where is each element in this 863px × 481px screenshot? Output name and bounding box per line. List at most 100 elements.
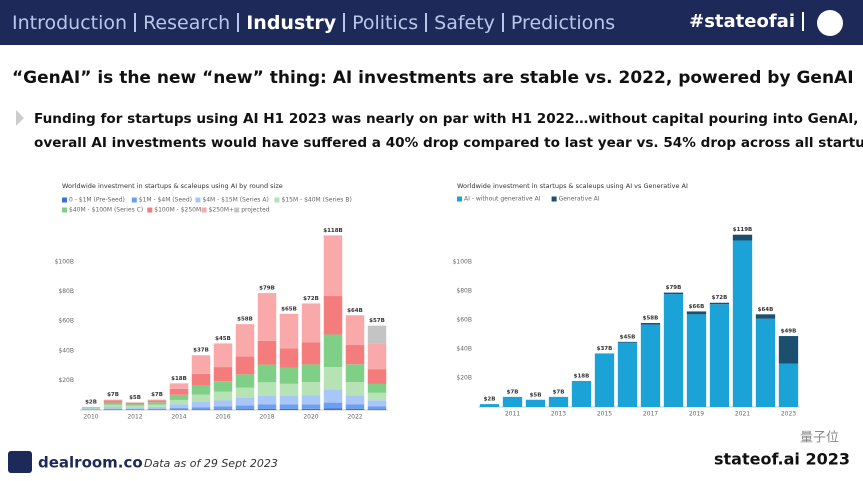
bar-segment: [323, 402, 343, 409]
bar-segment: [213, 406, 233, 410]
bar-segment: [617, 341, 638, 343]
total-label: $7B: [553, 389, 565, 395]
legend-label: $250M+: [209, 207, 234, 214]
separator: [134, 13, 137, 32]
bar-segment: [367, 400, 387, 407]
bar-segment: [367, 409, 387, 410]
nav-item[interactable]: Introduction: [12, 11, 128, 34]
bar-segment: [663, 292, 684, 295]
legend-label: 0 - $1M (Pre-Seed): [69, 197, 125, 204]
chart-title: Worldwide investment in startups & scale…: [457, 182, 688, 190]
bar-segment: [301, 342, 321, 365]
bar-segment: [279, 367, 299, 384]
bar-segment: [548, 396, 569, 407]
refresh-icon[interactable]: [817, 10, 843, 36]
bar-segment: [323, 367, 343, 390]
bar-segment: [301, 303, 321, 343]
bullet: [16, 110, 24, 126]
total-label: $7B: [107, 392, 119, 398]
bar-segment: [213, 367, 233, 382]
total-label: $37B: [193, 348, 209, 354]
legend-label: AI - without generative AI: [464, 196, 541, 203]
subtitle-line: Funding for startups using AI H1 2023 wa…: [34, 111, 858, 127]
bar-segment: [147, 406, 167, 409]
bar-segment: [125, 405, 145, 408]
bar-segment: [191, 355, 211, 374]
bar-segment: [479, 404, 500, 407]
total-label: $79B: [259, 286, 275, 292]
bar-segment: [709, 304, 730, 407]
bar-segment: [147, 404, 167, 407]
y-tick-label: $40B: [58, 347, 74, 354]
bar-segment: [367, 343, 387, 370]
bar-segment: [235, 356, 255, 375]
bar-segment: [169, 394, 189, 400]
subtitle-line: overall AI investments would have suffer…: [34, 135, 863, 151]
bar-segment: [235, 398, 255, 406]
total-label: $37B: [597, 346, 613, 352]
y-tick-label: $100B: [55, 259, 74, 266]
x-tick-label: 2012: [127, 414, 142, 421]
header: Introduction Research Industry Politics Safe…: [0, 0, 863, 45]
x-tick-label: 2013: [551, 411, 566, 418]
bar-segment: [191, 409, 211, 410]
bar-segment: [191, 394, 211, 403]
bar-segment: [257, 293, 277, 341]
legend-swatch: [147, 207, 153, 213]
bar-segment: [367, 406, 387, 410]
bar-segment: [755, 318, 776, 407]
x-tick-label: 2023: [781, 411, 796, 418]
x-tick-label: 2021: [735, 411, 750, 418]
bar-segment: [686, 314, 707, 407]
total-label: $5B: [129, 395, 141, 401]
bar-segment: [235, 374, 255, 388]
bar-segment: [323, 334, 343, 368]
bar-segment: [147, 400, 167, 403]
legend-swatch: [62, 207, 67, 213]
bar-segment: [323, 235, 343, 297]
bar-segment: [169, 388, 189, 395]
bar-segment: [617, 342, 638, 407]
total-label: $2B: [484, 397, 496, 403]
bar-segment: [125, 404, 145, 406]
x-tick-label: 2015: [597, 411, 612, 418]
nav-item[interactable]: Research: [143, 11, 231, 34]
nav-item[interactable]: Politics: [352, 11, 419, 34]
bar-segment: [640, 324, 661, 407]
bar-segment: [235, 409, 255, 410]
bar-segment: [778, 336, 799, 364]
total-label: $79B: [666, 285, 682, 291]
legend-label: $15M - $40M (Series B): [282, 197, 352, 204]
bar-segment: [279, 313, 299, 349]
bar-segment: [257, 364, 277, 383]
total-label: $18B: [171, 376, 187, 382]
bar-segment: [103, 402, 123, 405]
bar-segment: [778, 363, 799, 407]
bar-segment: [191, 407, 211, 410]
separator: [802, 12, 804, 31]
nav-item[interactable]: Safety: [434, 11, 495, 34]
total-label: $49B: [781, 329, 797, 335]
separator: [501, 13, 504, 32]
x-tick-label: 2020: [303, 414, 318, 421]
nav-item[interactable]: Predictions: [510, 11, 616, 34]
total-label: $65B: [281, 306, 297, 312]
bar-segment: [191, 402, 211, 408]
bar-segment: [169, 408, 189, 410]
bar-segment: [103, 404, 123, 408]
nav: Introduction Research Industry Politics Safe…: [12, 12, 615, 34]
bar-segment: [345, 408, 365, 410]
total-label: $72B: [303, 296, 319, 302]
total-label: $58B: [643, 316, 659, 322]
legend-swatch: [201, 207, 207, 213]
nav-item[interactable]: Industry: [246, 11, 337, 34]
bar-segment: [125, 408, 145, 410]
bar-segment: [213, 391, 233, 401]
bar-segment: [235, 405, 255, 410]
bar-segment: [345, 345, 365, 365]
brand: dealroom.co: [38, 454, 143, 472]
total-label: $119B: [733, 227, 753, 233]
bar-segment: [367, 369, 387, 384]
